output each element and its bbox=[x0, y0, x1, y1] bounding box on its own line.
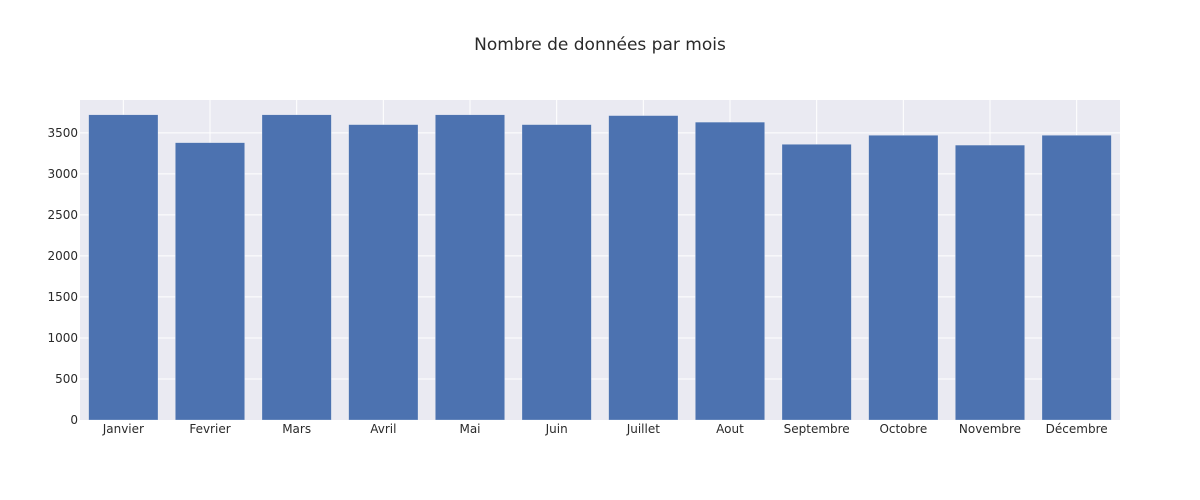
x-tick-label: Novembre bbox=[959, 422, 1021, 436]
bar-juillet bbox=[608, 115, 679, 421]
y-tick-label: 1500 bbox=[47, 290, 78, 304]
x-tick-label: Juillet bbox=[626, 422, 661, 436]
x-tick-label: Aout bbox=[716, 422, 744, 436]
y-tick-label: 0 bbox=[70, 413, 78, 427]
y-tick-label: 2000 bbox=[47, 249, 78, 263]
x-tick-label: Mai bbox=[459, 422, 480, 436]
y-tick-label: 3500 bbox=[47, 126, 78, 140]
bar-mai bbox=[435, 114, 505, 421]
x-tick-label: Avril bbox=[370, 422, 396, 436]
x-tick-label: Septembre bbox=[784, 422, 850, 436]
x-tick-label: Fevrier bbox=[189, 422, 230, 436]
bar-juin bbox=[521, 124, 592, 421]
y-tick-label: 1000 bbox=[47, 331, 78, 345]
x-tick-label: Octobre bbox=[879, 422, 927, 436]
chart-title: Nombre de données par mois bbox=[474, 35, 726, 55]
bars bbox=[88, 114, 1112, 421]
bar-avril bbox=[348, 124, 419, 421]
bar-mars bbox=[261, 114, 332, 421]
y-tick-label: 500 bbox=[55, 372, 78, 386]
y-axis-ticks: 0 500 1000 1500 2000 2500 3000 3500 bbox=[47, 126, 78, 427]
x-tick-label: Décembre bbox=[1046, 422, 1108, 436]
bar-octobre bbox=[868, 135, 939, 421]
plot-background bbox=[80, 100, 1120, 420]
x-axis-ticks: Janvier Fevrier Mars Avril Mai Juin Juillet Aou… bbox=[102, 422, 1108, 436]
x-tick-label: Janvier bbox=[102, 422, 144, 436]
bar-novembre bbox=[955, 144, 1025, 421]
bar-septembre bbox=[781, 144, 852, 421]
bar-fevrier bbox=[175, 142, 245, 421]
x-tick-label: Mars bbox=[282, 422, 311, 436]
y-tick-label: 2500 bbox=[47, 208, 78, 222]
bar-aout bbox=[695, 121, 765, 421]
bar-décembre bbox=[1041, 135, 1112, 421]
x-tick-label: Juin bbox=[545, 422, 568, 436]
bar-janvier bbox=[88, 114, 159, 421]
y-tick-label: 3000 bbox=[47, 167, 78, 181]
